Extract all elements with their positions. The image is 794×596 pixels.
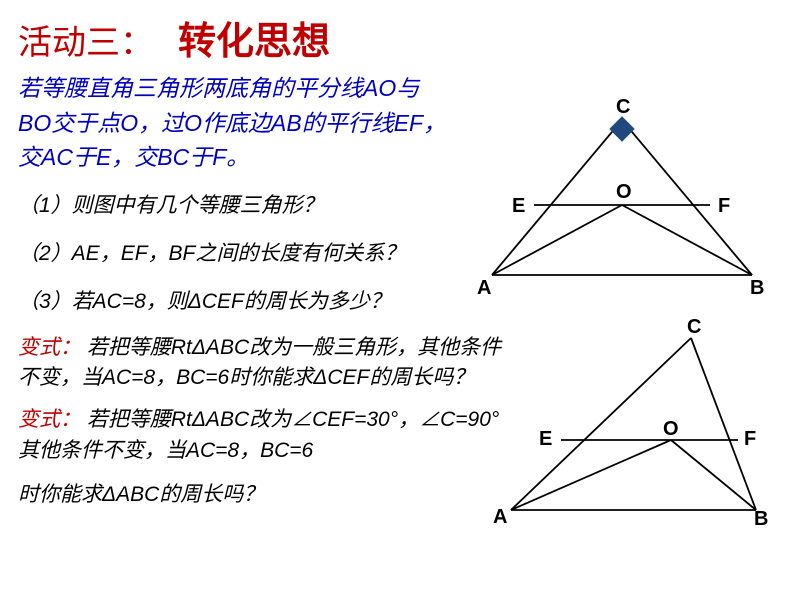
problem-statement: 若等腰直角三角形两底角的平分线AO与BO交于点O，过O作底边AB的平行线EF，交… <box>18 71 448 175</box>
d2-label-C: C <box>687 316 701 339</box>
variant-1: 变式： 若把等腰RtΔABC改为一般三角形，其他条件不变，当AC=8，BC=6时… <box>18 333 518 394</box>
diagram-1: ABCEFO <box>472 105 772 295</box>
variant-body-1: 若把等腰RtΔABC改为一般三角形，其他条件不变，当AC=8，BC=6时你能求Δ… <box>18 336 501 389</box>
variant-2: 变式： 若把等腰RtΔABC改为∠CEF=30°，∠C=90°其他条件不变，当A… <box>18 405 518 466</box>
variant-body-2: 若把等腰RtΔABC改为∠CEF=30°，∠C=90°其他条件不变，当AC=8，… <box>18 408 499 461</box>
question-3: （3）若AC=8，则ΔCEF的周长为多少？ <box>18 285 458 315</box>
slide-title: 活动三： 转化思想 <box>18 10 776 65</box>
d2-label-E: E <box>539 428 552 451</box>
d1-label-O: O <box>616 181 632 204</box>
diagram-2: ABCEFO <box>476 320 776 530</box>
diagram-2-svg <box>476 320 776 530</box>
variant-label-2: 变式： <box>18 408 81 431</box>
d2-label-O: O <box>663 418 679 441</box>
question-2: （2）AE，EF，BF之间的长度有何关系？ <box>18 237 458 267</box>
d1-label-C: C <box>616 96 630 119</box>
d1-label-E: E <box>512 195 525 218</box>
d1-label-B: B <box>750 277 764 300</box>
title-prefix: 活动三： <box>18 15 154 64</box>
d2-label-A: A <box>493 506 507 529</box>
variant-label-1: 变式： <box>18 336 81 359</box>
question-1: （1）则图中有几个等腰三角形？ <box>18 189 458 219</box>
d2-label-B: B <box>754 508 768 531</box>
d2-label-F: F <box>744 428 756 451</box>
title-main: 转化思想 <box>178 10 330 65</box>
d1-label-A: A <box>477 277 491 300</box>
d1-label-F: F <box>718 195 730 218</box>
